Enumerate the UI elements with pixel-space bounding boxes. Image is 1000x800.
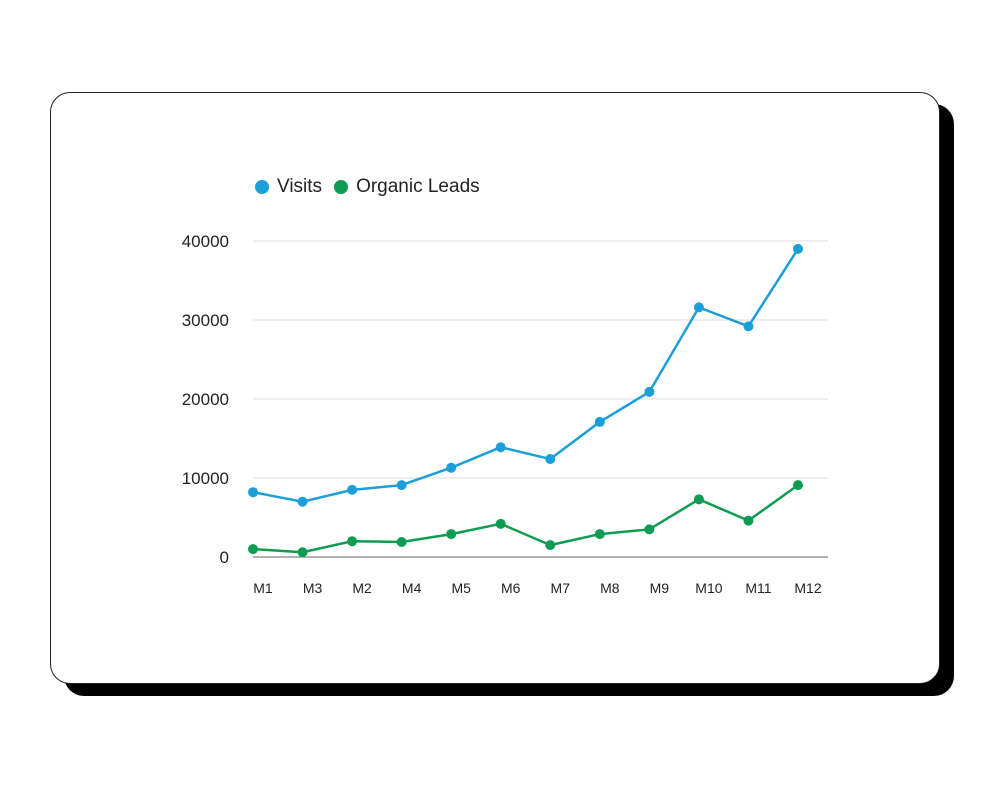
data-point-visits bbox=[793, 243, 803, 254]
chart-card bbox=[50, 92, 940, 684]
legend-item-organic-leads: Organic Leads bbox=[334, 176, 480, 198]
data-point-organic-leads bbox=[793, 480, 803, 491]
data-point-organic-leads bbox=[347, 536, 358, 547]
legend-marker-visits bbox=[255, 180, 269, 194]
data-point-organic-leads bbox=[594, 529, 605, 540]
series-line-visits bbox=[252, 248, 800, 503]
series-line-organic-leads bbox=[252, 484, 799, 554]
data-point-visits bbox=[693, 302, 704, 313]
data-point-visits bbox=[743, 321, 754, 332]
x-tick-label: M10 bbox=[695, 580, 722, 596]
x-tick-label: M5 bbox=[451, 580, 471, 596]
data-point-visits bbox=[297, 496, 308, 507]
x-tick-label: M9 bbox=[650, 580, 670, 596]
y-tick-label: 40000 bbox=[182, 232, 229, 251]
data-point-organic-leads bbox=[495, 518, 506, 529]
x-tick-label: M12 bbox=[794, 580, 821, 596]
data-point-visits bbox=[545, 454, 556, 465]
legend: Visits Organic Leads bbox=[255, 176, 492, 198]
data-point-visits bbox=[446, 462, 457, 473]
data-point-organic-leads bbox=[693, 494, 704, 505]
data-point-visits bbox=[248, 487, 258, 498]
x-tick-label: M2 bbox=[352, 580, 372, 596]
x-tick-label: M8 bbox=[600, 580, 620, 596]
y-tick-label: 0 bbox=[220, 548, 229, 567]
data-point-organic-leads bbox=[644, 524, 655, 535]
x-tick-label: M4 bbox=[402, 580, 422, 596]
data-point-visits bbox=[594, 416, 605, 427]
y-tick-label: 20000 bbox=[182, 390, 229, 409]
data-point-visits bbox=[495, 442, 506, 453]
x-tick-label: M7 bbox=[551, 580, 571, 596]
data-point-organic-leads bbox=[248, 544, 258, 555]
data-point-organic-leads bbox=[396, 536, 407, 547]
legend-marker-organic-leads bbox=[334, 180, 349, 194]
legend-item-visits: Visits bbox=[255, 176, 322, 198]
data-point-organic-leads bbox=[446, 529, 457, 540]
y-tick-label: 30000 bbox=[182, 311, 229, 330]
x-tick-label: M3 bbox=[303, 580, 323, 596]
y-tick-label: 10000 bbox=[182, 469, 229, 488]
data-point-visits bbox=[396, 480, 407, 491]
x-tick-label: M1 bbox=[253, 580, 273, 596]
legend-label-organic-leads: Organic Leads bbox=[356, 176, 480, 197]
data-point-visits bbox=[347, 484, 358, 495]
data-point-visits bbox=[644, 386, 655, 397]
x-tick-label: M6 bbox=[501, 580, 521, 596]
data-point-organic-leads bbox=[545, 540, 556, 551]
x-tick-label: M11 bbox=[745, 580, 771, 596]
legend-label-visits: Visits bbox=[277, 176, 323, 197]
data-point-organic-leads bbox=[743, 515, 754, 526]
data-point-organic-leads bbox=[297, 547, 308, 558]
